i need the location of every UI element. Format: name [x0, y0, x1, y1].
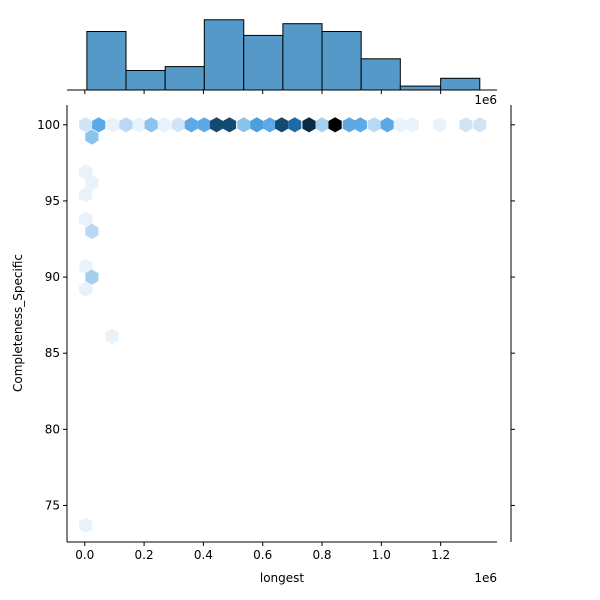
- y-tick-label: 90: [45, 270, 60, 284]
- hexbin-cell: [79, 211, 93, 227]
- hexbin-cell: [85, 269, 99, 285]
- hexbin-plot: [79, 117, 487, 533]
- hexbin-cell: [85, 129, 99, 145]
- hexbin-cell: [132, 117, 146, 133]
- histogram-bar: [321, 31, 362, 91]
- hexbin-cell: [288, 117, 302, 133]
- hexbin-cell: [119, 117, 133, 133]
- hexbin-cell: [144, 117, 158, 133]
- hexbin-cell: [79, 164, 93, 180]
- hexbin-cell: [79, 281, 93, 297]
- hexbin-cell: [79, 117, 93, 133]
- hexbin-cell: [79, 258, 93, 274]
- x-tick-label: 1.2: [431, 548, 450, 562]
- x-tick-label: 1.0: [372, 548, 391, 562]
- hexbin-cell: [85, 175, 99, 191]
- hexbin-cell: [433, 117, 447, 133]
- hexbin-cell: [171, 117, 185, 133]
- hexbin-cell: [184, 117, 198, 133]
- histogram-bar: [360, 58, 401, 91]
- histogram-bar: [440, 77, 481, 91]
- y-tick-label: 80: [45, 422, 60, 436]
- x-axis-label: longest: [260, 571, 305, 585]
- hexbin-cell: [92, 117, 106, 133]
- hexbin-cell: [393, 117, 407, 133]
- hexbin-cell: [302, 117, 316, 133]
- hexbin-cell: [405, 117, 420, 133]
- y-tick-label: 85: [45, 346, 60, 360]
- hexbin-cell: [380, 117, 394, 133]
- top-offset-text: 1e6: [474, 93, 497, 107]
- axes: 0.0 0.2 0.4 0.6 0.8 1.0 1.2 75 80 85 90 95 100: [37, 89, 515, 562]
- hexbin-cell: [353, 117, 367, 133]
- hexbin-cell: [85, 223, 99, 239]
- histogram-bar: [203, 19, 245, 91]
- histogram-bar: [243, 34, 284, 91]
- x-tick-label: 0.4: [194, 548, 213, 562]
- histogram-bar: [282, 23, 323, 91]
- x-tick-label: 0.0: [75, 548, 94, 562]
- hexbin-cell: [197, 117, 211, 133]
- histogram-bar: [164, 66, 205, 91]
- hexbin-cell: [79, 517, 93, 533]
- y-tick-label: 100: [37, 118, 60, 132]
- hexbin-cell: [473, 117, 487, 133]
- histogram-bar: [399, 85, 442, 91]
- y-tick-label: 75: [45, 498, 60, 512]
- x-tick-label: 0.8: [312, 548, 331, 562]
- x-tick-label: 0.2: [135, 548, 154, 562]
- hexbin-cell: [342, 117, 356, 133]
- hexbin-cell: [263, 117, 277, 133]
- hexbin-cell: [79, 187, 93, 203]
- x-offset-text: 1e6: [474, 571, 497, 585]
- y-axis-label: Completeness_Specific: [11, 254, 25, 392]
- hexbin-cell: [275, 117, 289, 133]
- hexbin-cell: [222, 117, 237, 133]
- hexbin-cell: [237, 117, 251, 133]
- hexbin-cell: [105, 328, 119, 344]
- x-tick-label: 0.6: [253, 548, 272, 562]
- hexbin-cell: [250, 117, 264, 133]
- hexbin-cell: [106, 117, 120, 133]
- histogram-bar: [86, 31, 127, 91]
- top-marginal-histogram: [86, 19, 481, 91]
- hexbin-cell: [315, 117, 329, 133]
- hexbin-cell: [157, 117, 171, 133]
- hexbin-cell: [367, 117, 381, 133]
- histogram-bar: [125, 70, 166, 91]
- y-tick-label: 95: [45, 194, 60, 208]
- hexbin-cell: [328, 117, 342, 133]
- hexbin-cell: [459, 117, 473, 133]
- hexbin-cell: [209, 117, 223, 133]
